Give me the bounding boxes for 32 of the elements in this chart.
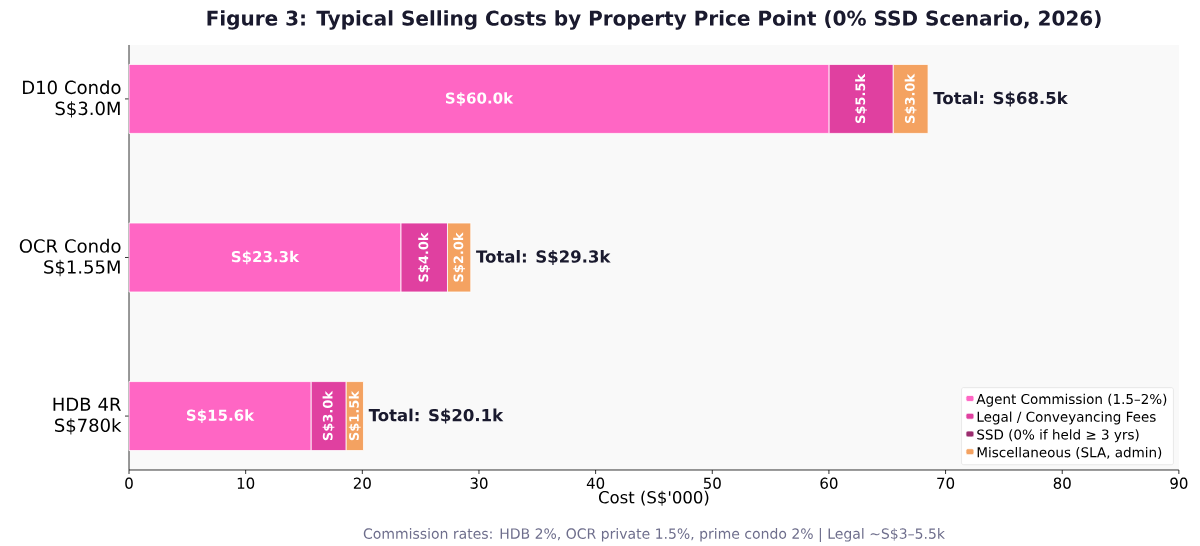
data-label: S$2.0k (453, 232, 466, 282)
x-tick-label: 40 (586, 477, 605, 489)
y-tick-label: OCR Condo S$1.55M (19, 238, 121, 277)
legend-label: Miscellaneous (SLA, admin) (977, 446, 1162, 459)
x-tick-label: 10 (237, 477, 255, 489)
total-label: Total: S$20.1k (368, 408, 504, 424)
chart-title: Figure 3: Typical Selling Costs by Property Price Point (0% SSD Scenario, 2026) (207, 10, 1101, 30)
data-label: S$23.3k (231, 250, 300, 265)
data-label: S$15.6k (186, 409, 255, 423)
data-label: S$4.0k (418, 232, 431, 282)
x-tick-label: 60 (820, 477, 838, 489)
data-label: S$3.0k (322, 390, 335, 441)
y-tick-label: D10 Condo S$3.0M (23, 80, 121, 118)
x-axis-title: Cost (S$'000) (598, 490, 709, 506)
data-label: S$5.5k (855, 73, 867, 124)
data-label: S$3.0k (904, 73, 917, 124)
x-tick-label: 90 (1170, 477, 1188, 489)
x-tick-label: 50 (703, 477, 721, 489)
legend-label: Agent Commission (1.5–2%) (976, 393, 1167, 407)
x-tick-label: 0 (125, 477, 133, 489)
total-label: Total: S$68.5k (933, 91, 1068, 107)
legend-label: SSD (0% if held ≥ 3 yrs) (977, 429, 1139, 443)
x-tick-label: 30 (470, 477, 488, 489)
x-tick-label: 20 (353, 477, 371, 489)
data-label: S$1.5k (348, 390, 361, 441)
total-label: Total: S$29.3k (476, 250, 611, 265)
x-tick-label: 80 (1053, 477, 1071, 489)
text: Commission rates: HDB 2%, OCR private 1.5%, prime condo 2% | Legal ~S$3–5.5k (363, 527, 945, 542)
legend-label: Legal / Conveyancing Fees (977, 411, 1156, 425)
x-tick-label: 70 (937, 477, 955, 489)
data-label: S$60.0k (445, 92, 514, 106)
y-tick-label: HDB 4R S$780k (53, 397, 122, 435)
